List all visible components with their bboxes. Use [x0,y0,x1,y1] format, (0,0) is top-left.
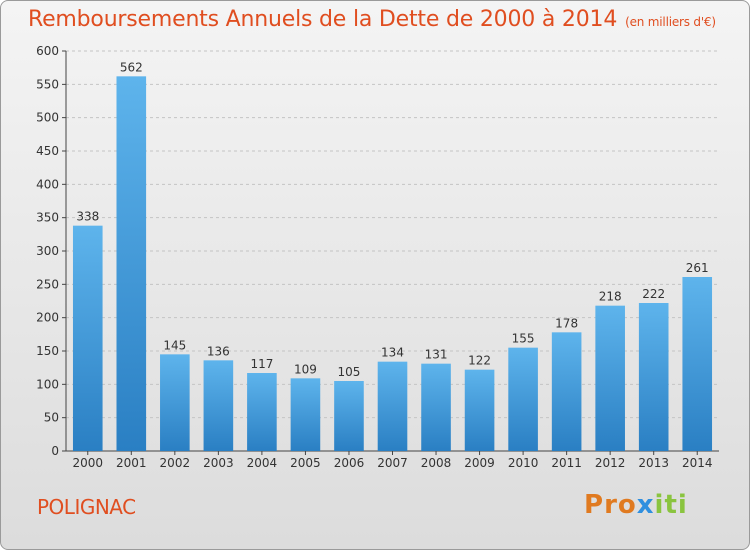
bar-value-label: 105 [338,365,361,379]
y-tick-label: 150 [36,344,59,358]
bar-value-label: 131 [425,348,448,362]
y-tick-label: 450 [36,144,59,158]
bar [638,303,669,451]
bar-value-label: 145 [163,338,186,352]
x-tick-label: 2000 [72,456,103,470]
y-tick-label: 250 [36,277,59,291]
bar-value-label: 178 [555,316,578,330]
bar [595,305,625,451]
bar [508,347,538,451]
bar-value-label: 222 [642,287,665,301]
logo-letter: P [584,490,605,520]
bar-value-label: 117 [250,357,273,371]
logo-letter: i [654,490,665,520]
chart-title-text: Remboursements Annuels de la Dette de 20… [28,7,618,32]
bar-value-label: 136 [207,344,230,358]
y-tick-label: 300 [36,244,59,258]
x-tick-label: 2002 [160,456,191,470]
bar-value-label: 338 [76,210,99,224]
logo-letter: r [604,490,618,520]
y-tick-label: 50 [44,411,59,425]
x-tick-label: 2010 [508,456,539,470]
bar [116,76,147,451]
bar [464,369,495,451]
y-tick-label: 350 [36,211,59,225]
commune-name: POLIGNAC [37,495,136,519]
y-tick-label: 600 [36,44,59,58]
y-tick-label: 0 [51,444,59,458]
x-tick-label: 2013 [638,456,669,470]
bar [160,354,190,451]
logo-letter: o [617,490,637,520]
x-tick-label: 2009 [464,456,495,470]
y-tick-label: 550 [36,77,59,91]
logo-letter: t [664,490,678,520]
bar [421,363,451,451]
x-tick-label: 2006 [334,456,365,470]
x-tick-label: 2008 [421,456,452,470]
bar-value-label: 261 [686,261,709,275]
bar [203,360,234,451]
x-tick-label: 2004 [247,456,278,470]
bar-value-label: 109 [294,362,317,376]
y-tick-label: 500 [36,111,59,125]
bar [247,373,277,451]
x-tick-label: 2007 [377,456,408,470]
bar [682,277,713,451]
bar-value-label: 562 [120,60,143,74]
x-tick-label: 2005 [290,456,321,470]
x-tick-label: 2001 [116,456,147,470]
chart-subtitle: (en milliers d'€) [625,15,716,29]
x-tick-label: 2012 [595,456,626,470]
chart-title: Remboursements Annuels de la Dette de 20… [28,7,716,32]
y-tick-label: 200 [36,311,59,325]
bar-value-label: 218 [599,290,622,304]
bar [377,361,408,451]
y-tick-label: 100 [36,377,59,391]
bar-value-label: 134 [381,346,404,360]
bar [551,332,582,451]
x-tick-label: 2014 [682,456,713,470]
bar [290,378,321,451]
bar [72,225,103,451]
bar-value-label: 155 [512,332,535,346]
x-tick-label: 2011 [551,456,582,470]
bar-value-label: 122 [468,354,491,368]
x-tick-label: 2003 [203,456,234,470]
logo-letter: i [677,490,688,520]
proxiti-logo: Proxiti [584,490,688,520]
y-tick-label: 400 [36,177,59,191]
logo-letter: x [636,490,655,520]
bar [334,381,364,451]
